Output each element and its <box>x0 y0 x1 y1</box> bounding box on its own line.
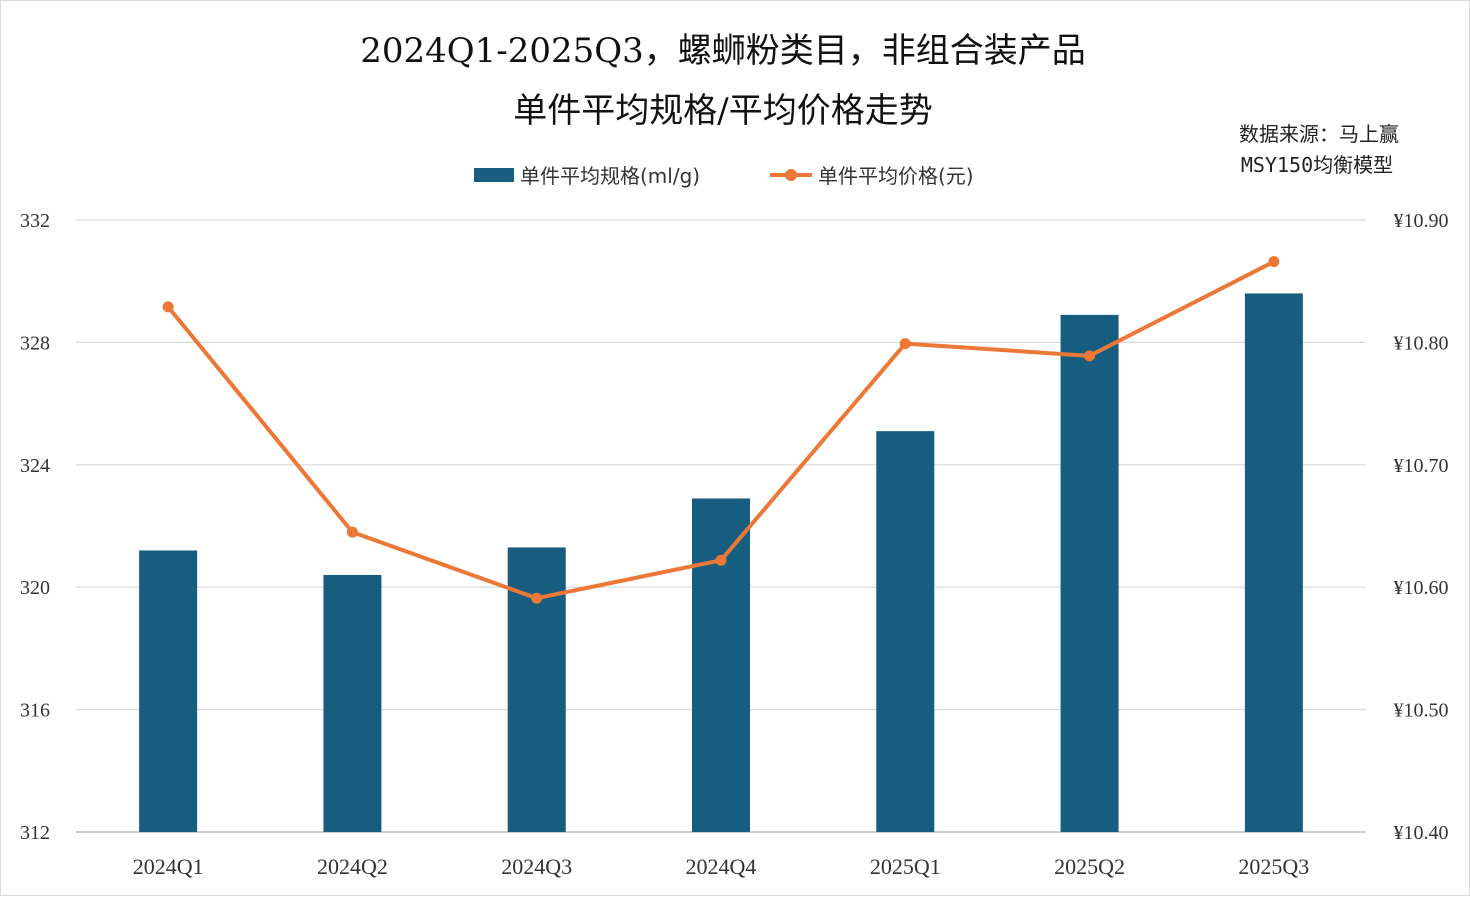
price-point <box>346 526 358 538</box>
x-tick-label: 2024Q4 <box>686 854 757 879</box>
source-note-line2: MSY150均衡模型 <box>1241 153 1393 177</box>
right-tick-label: ¥10.50 <box>1394 700 1449 722</box>
x-axis-ticks: 2024Q1 2024Q2 2024Q3 2024Q4 2025Q1 2025Q2 2025… <box>133 854 1310 879</box>
x-tick-label: 2025Q3 <box>1238 854 1309 879</box>
left-tick-label: 312 <box>20 822 50 844</box>
legend: 单件平均规格(ml/g) 单件平均价格(元) <box>474 164 974 188</box>
price-point <box>1084 350 1096 362</box>
chart-title-line1: 2024Q1-2025Q3，螺蛳粉类目，非组合装产品 <box>360 31 1086 71</box>
price-point <box>715 554 727 566</box>
source-note-line1: 数据来源：马上赢 <box>1239 122 1399 146</box>
legend-bar-label: 单件平均规格(ml/g) <box>520 164 700 188</box>
bar-series <box>139 293 1303 832</box>
left-tick-label: 320 <box>20 577 50 599</box>
x-tick-label: 2024Q1 <box>133 854 204 879</box>
bar <box>1060 314 1119 832</box>
bar <box>323 574 382 832</box>
right-tick-label: ¥10.60 <box>1394 577 1449 599</box>
legend-bar-swatch <box>474 168 514 182</box>
price-point <box>1268 256 1280 268</box>
bar <box>139 550 198 832</box>
right-tick-label: ¥10.70 <box>1394 455 1449 477</box>
bar <box>876 431 935 832</box>
left-tick-label: 328 <box>20 332 50 354</box>
x-tick-label: 2025Q1 <box>870 854 941 879</box>
left-axis-ticks: 312 316 320 324 328 332 <box>20 210 50 844</box>
price-point <box>899 338 911 350</box>
right-tick-label: ¥10.40 <box>1394 822 1449 844</box>
x-tick-label: 2024Q2 <box>317 854 388 879</box>
right-axis-ticks: ¥10.40 ¥10.50 ¥10.60 ¥10.70 ¥10.80 ¥10.90 <box>1394 210 1449 844</box>
right-tick-label: ¥10.90 <box>1394 210 1449 232</box>
chart-title-line2: 单件平均规格/平均价格走势 <box>513 91 932 131</box>
price-point <box>162 301 174 313</box>
legend-line-marker <box>785 169 797 181</box>
bar <box>1244 293 1303 832</box>
left-tick-label: 324 <box>20 455 50 477</box>
x-tick-label: 2025Q2 <box>1054 854 1125 879</box>
right-tick-label: ¥10.80 <box>1394 332 1449 354</box>
legend-line-label: 单件平均价格(元) <box>818 164 974 188</box>
x-tick-label: 2024Q3 <box>501 854 572 879</box>
left-tick-label: 332 <box>20 210 50 232</box>
price-point <box>531 592 543 604</box>
bar <box>692 498 750 832</box>
line-series <box>162 256 1280 604</box>
left-tick-label: 316 <box>20 700 50 722</box>
